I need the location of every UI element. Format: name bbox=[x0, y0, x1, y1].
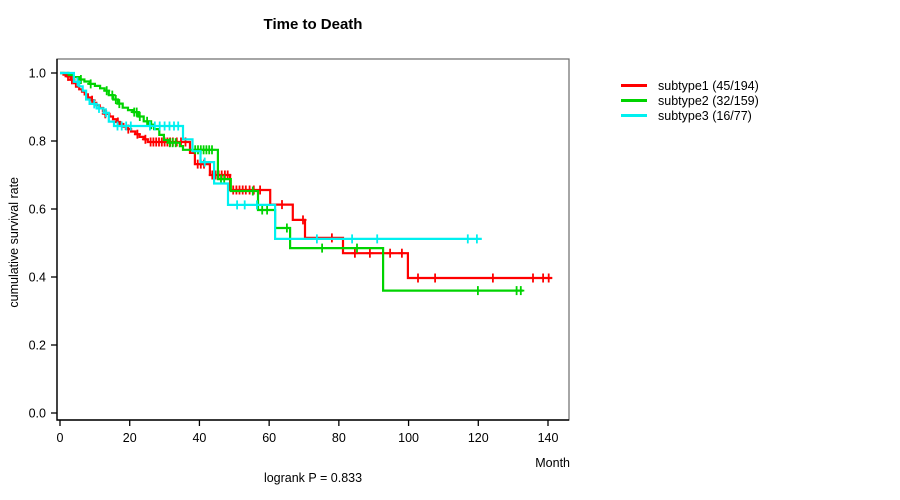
legend-label: subtype2 (32/159) bbox=[658, 93, 759, 108]
legend-item-subtype3: subtype3 (16/77) bbox=[621, 108, 759, 123]
y-tick-label: 0.0 bbox=[29, 407, 46, 421]
y-tick-label: 1.0 bbox=[29, 67, 46, 81]
legend-item-subtype2: subtype2 (32/159) bbox=[621, 93, 759, 108]
legend-label: subtype3 (16/77) bbox=[658, 108, 752, 123]
chart-title: Time to Death bbox=[263, 16, 363, 33]
legend-line-swatch bbox=[621, 99, 647, 102]
x-tick-label: 60 bbox=[262, 431, 276, 445]
series-subtype2-censor-marks bbox=[77, 75, 525, 296]
series-subtype2-curve bbox=[60, 71, 523, 292]
x-tick-label: 140 bbox=[538, 431, 559, 445]
x-tick-label: 80 bbox=[332, 431, 346, 445]
series-subtype1-curve bbox=[60, 71, 553, 280]
legend-label: subtype1 (45/194) bbox=[658, 78, 759, 93]
legend-line-swatch bbox=[621, 114, 647, 117]
series-subtype3-curve bbox=[60, 71, 482, 240]
logrank-annotation: logrank P = 0.833 bbox=[263, 471, 363, 485]
axis-lines bbox=[56, 59, 569, 421]
x-tick-label: 20 bbox=[123, 431, 137, 445]
y-tick-label: 0.2 bbox=[29, 339, 46, 353]
legend: subtype1 (45/194) subtype2 (32/159) subtyp… bbox=[621, 78, 759, 123]
y-tick-label: 0.6 bbox=[29, 203, 46, 217]
x-tick-label: 100 bbox=[398, 431, 419, 445]
series-subtype1-censor-marks bbox=[64, 71, 553, 283]
x-tick-label: 40 bbox=[192, 431, 206, 445]
x-tick-label: 0 bbox=[57, 431, 64, 445]
legend-line-swatch bbox=[621, 84, 647, 87]
y-tick-label: 0.8 bbox=[29, 135, 46, 149]
x-axis-label: Month bbox=[535, 456, 570, 470]
series-subtype3-censor-marks bbox=[73, 77, 481, 244]
y-tick-label: 0.4 bbox=[29, 271, 46, 285]
x-tick-label: 120 bbox=[468, 431, 489, 445]
legend-item-subtype1: subtype1 (45/194) bbox=[621, 78, 759, 93]
